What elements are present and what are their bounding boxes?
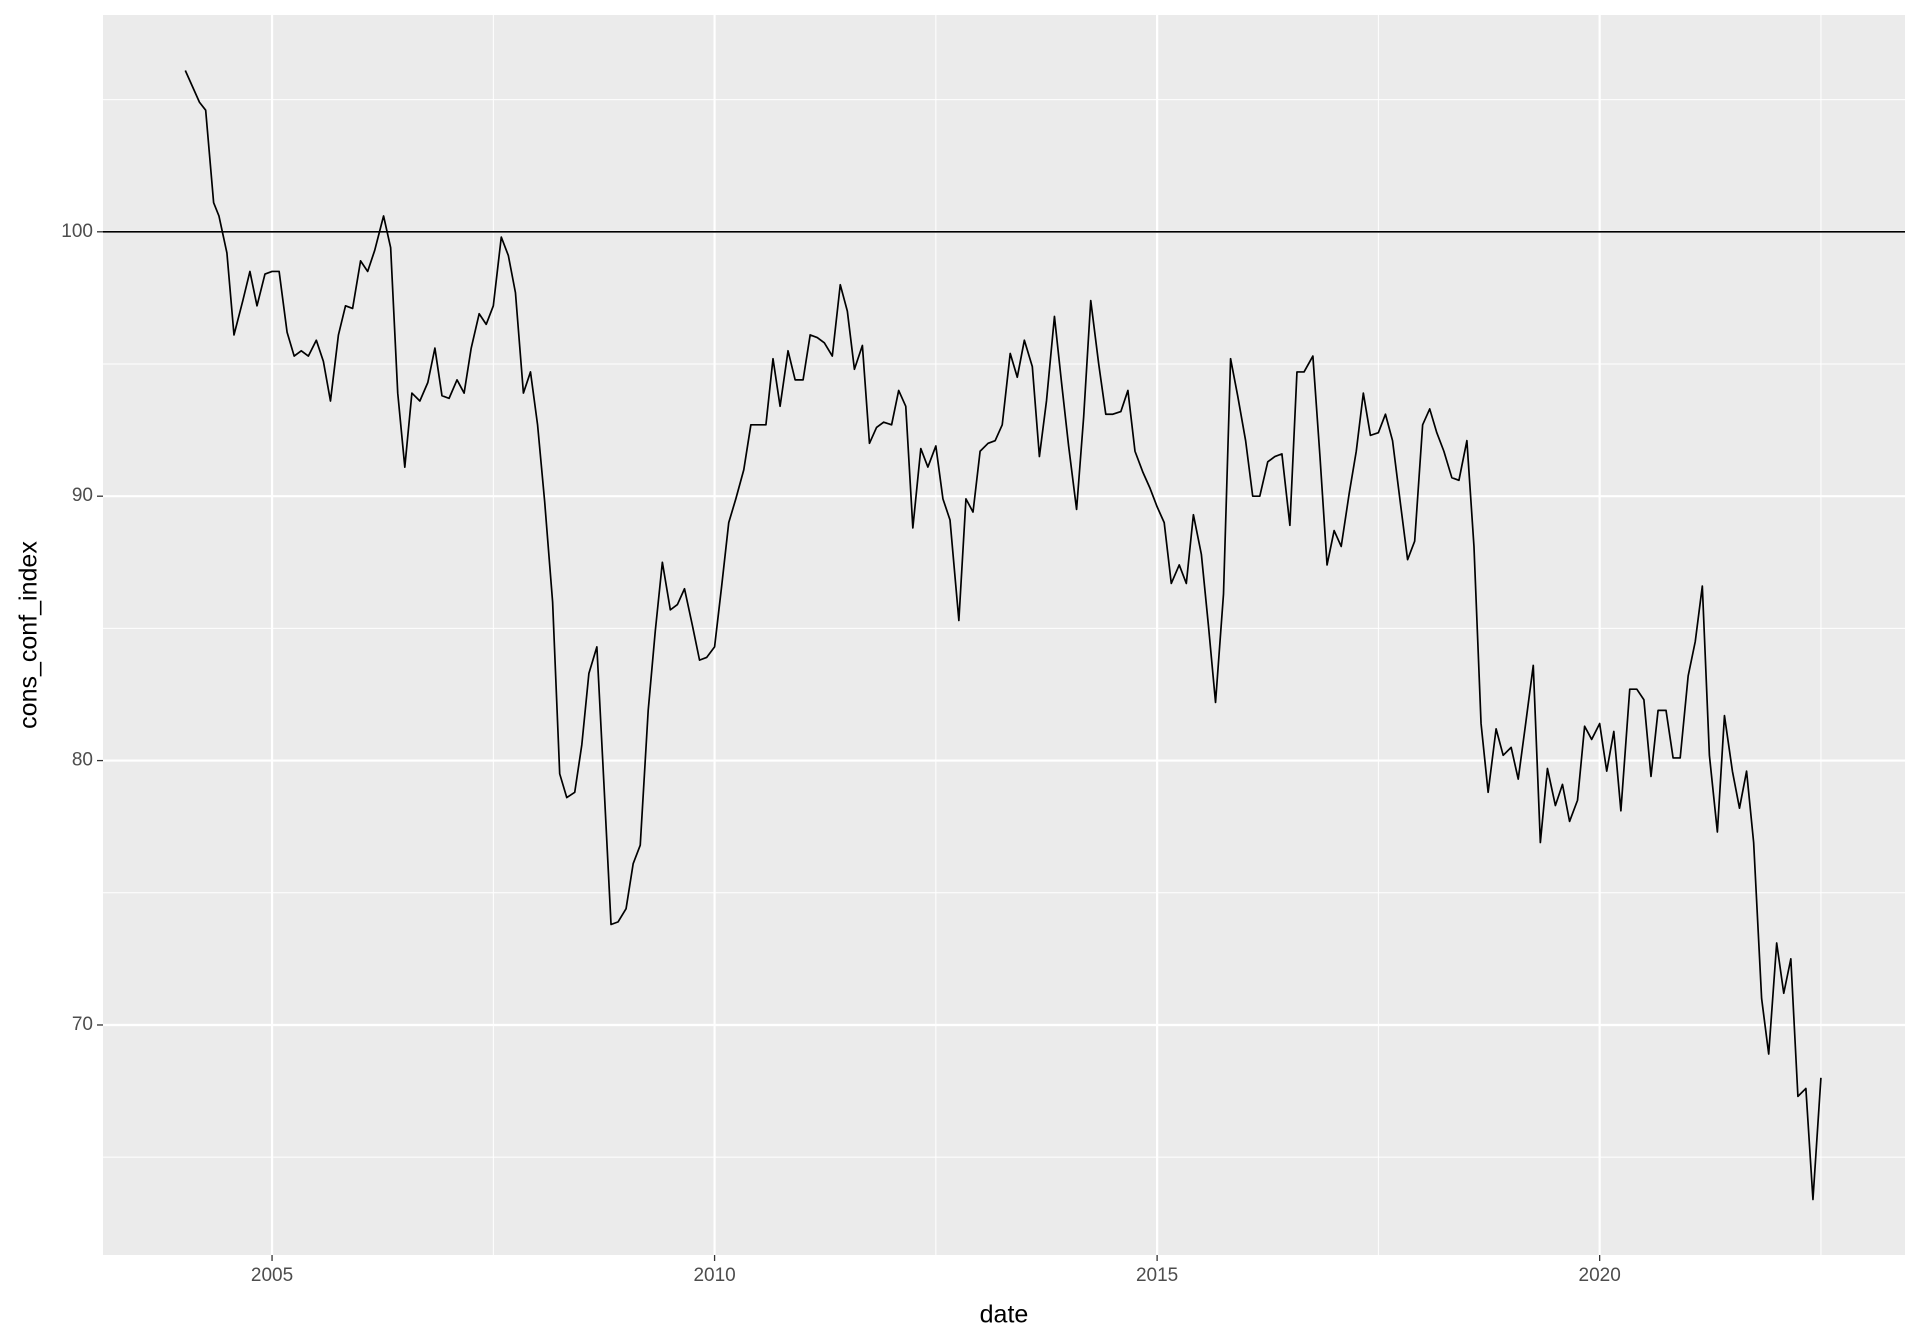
y-tick-label: 90 bbox=[72, 485, 93, 506]
x-tick-label: 2020 bbox=[1579, 1265, 1621, 1286]
data-line bbox=[184, 70, 1822, 1201]
x-tick-label: 2005 bbox=[251, 1265, 293, 1286]
x-tick-label: 2015 bbox=[1136, 1265, 1178, 1286]
y-tick-label: 80 bbox=[72, 750, 93, 771]
plot-panel bbox=[103, 15, 1905, 1255]
x-axis-title: date bbox=[980, 1301, 1029, 1329]
y-tick-label: 70 bbox=[72, 1014, 93, 1035]
x-tick-label: 2010 bbox=[693, 1265, 735, 1286]
y-axis-title: cons_conf_index bbox=[15, 541, 43, 729]
y-tick-label: 100 bbox=[61, 221, 93, 242]
